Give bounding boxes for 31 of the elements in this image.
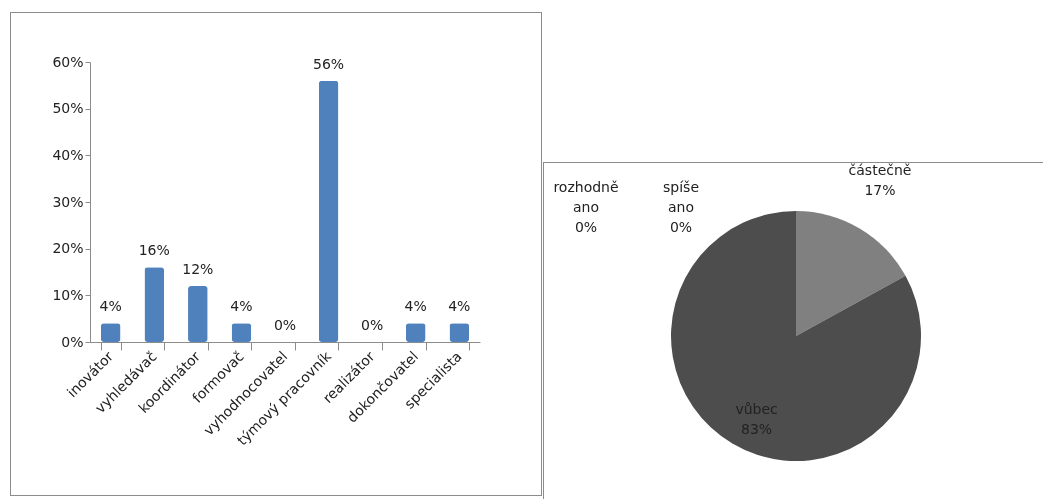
data-label: 17%	[864, 181, 896, 198]
y-tick-label: 10%	[52, 286, 84, 303]
bar	[144, 267, 165, 342]
data-label: 16%	[138, 242, 170, 259]
bar	[318, 80, 339, 342]
category-label: rozhodně ano	[553, 179, 619, 215]
data-label: 4%	[404, 298, 427, 315]
slice-label: částečně	[848, 161, 912, 178]
data-label: 0%	[273, 317, 297, 333]
y-tick-label: 0%	[61, 333, 84, 350]
text: 0%	[574, 219, 598, 235]
data-label: 4%	[448, 298, 471, 315]
y-tick-label: 20%	[52, 240, 84, 257]
data-label: 4%	[230, 298, 253, 315]
bar	[449, 323, 470, 342]
data-label: 56%	[313, 55, 345, 72]
pie-slice	[671, 211, 921, 461]
data-label: 0%	[361, 317, 384, 333]
data-label: 12%	[182, 261, 214, 277]
bar	[405, 323, 426, 342]
y-tick-label: 60%	[52, 53, 84, 70]
bar	[188, 286, 208, 342]
y-tick-label: 30%	[52, 193, 84, 210]
bar	[231, 323, 252, 342]
y-tick-label: 40%	[52, 146, 84, 163]
pie-slice	[796, 211, 906, 336]
y-tick-label: 50%	[52, 100, 84, 117]
text: 0%	[669, 219, 693, 235]
category-label: spíše ano	[663, 179, 699, 215]
bar	[100, 323, 121, 342]
data-label: 4%	[99, 298, 122, 315]
